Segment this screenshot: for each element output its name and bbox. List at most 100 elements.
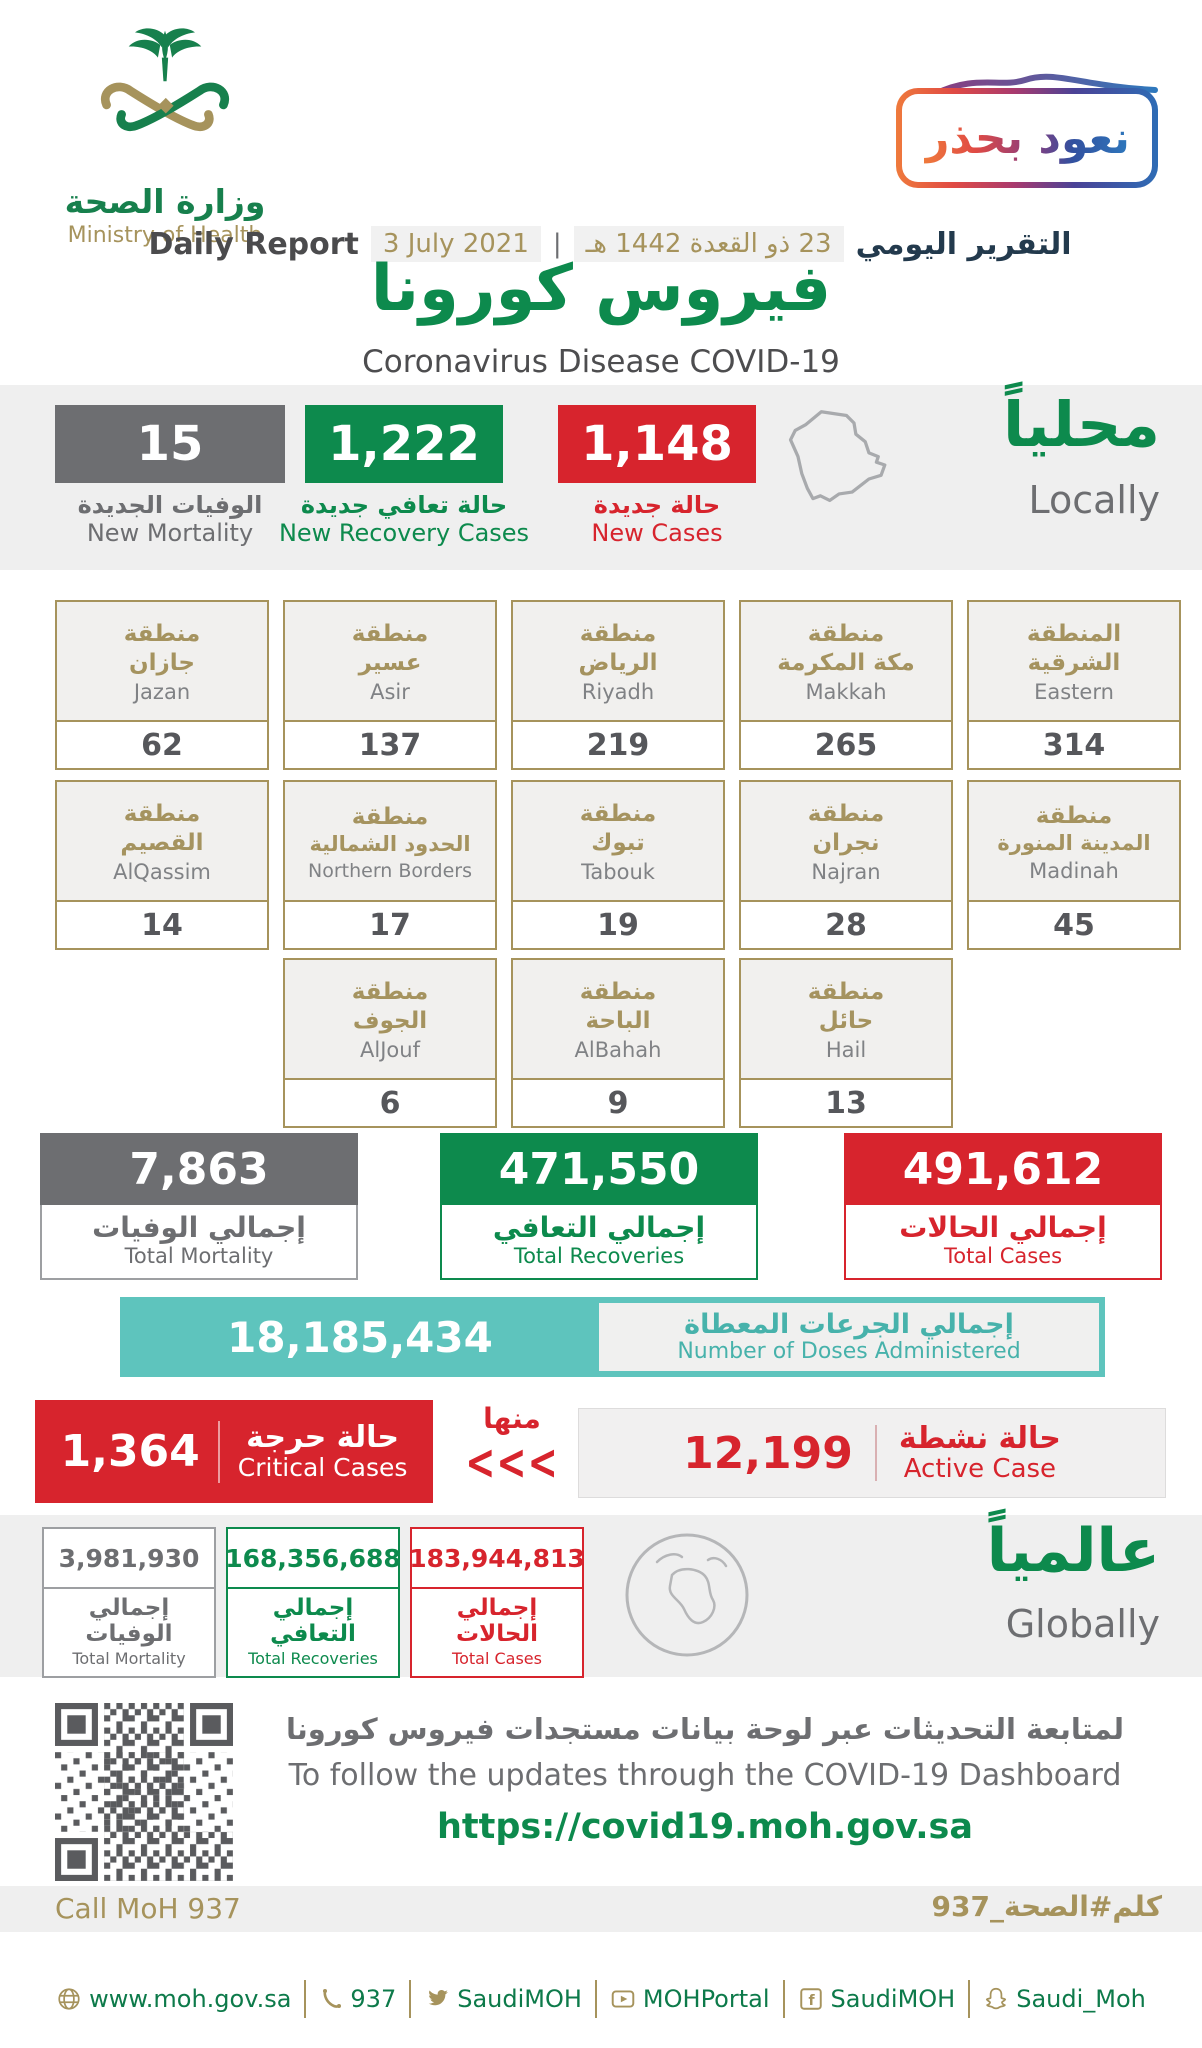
new-mortality-label-en: New Mortality <box>86 518 254 547</box>
region-value: 19 <box>597 907 639 943</box>
region-value: 9 <box>607 1085 629 1121</box>
global-mortality-label-en: Total Mortality <box>72 1649 186 1668</box>
call-moh-label: Call MoH 937 <box>55 1892 241 1925</box>
facebook-link-label: SaudiMOH <box>830 1985 956 2013</box>
active-cases-box: 12,199 حالة نشطة Active Case <box>578 1408 1166 1498</box>
global-recoveries-label-en: Total Recoveries <box>248 1649 378 1668</box>
facebook-link[interactable]: f SaudiMOH <box>798 1985 956 2013</box>
active-cases-label-ar: حالة نشطة <box>898 1421 1061 1457</box>
new-recovery-label-ar: حالة تعافي جديدة <box>300 491 508 519</box>
doses-labels: إجمالي الجرعات المعطاة Number of Doses A… <box>599 1303 1099 1371</box>
region-ar-line1: منطقة <box>807 979 885 1006</box>
new-recovery-label-en: New Recovery Cases <box>278 518 530 547</box>
total-mortality-label-ar: إجمالي الوفيات <box>92 1211 306 1244</box>
total-recoveries-box: 471,550 إجمالي التعافي Total Recoveries <box>440 1133 758 1280</box>
daily-report-label-en: Daily Report <box>148 226 359 262</box>
region-card-asir: منطقة عسير Asir 137 <box>283 600 497 770</box>
region-value: 314 <box>1042 727 1106 763</box>
region-value: 62 <box>141 727 183 763</box>
snapchat-icon <box>986 1987 1007 2010</box>
global-recoveries-box: 168,356,688 إجمالي التعافي Total Recover… <box>225 1527 401 1678</box>
separator <box>409 1980 412 2018</box>
active-cases-value: 12,199 <box>683 1427 853 1479</box>
global-cases-value: 183,944,813 <box>409 1529 585 1589</box>
region-en: Eastern <box>1034 679 1114 704</box>
region-card-najran: منطقة نجران Najran 28 <box>739 780 953 950</box>
separator <box>782 1980 785 2018</box>
new-recovery-labels: حالة تعافي جديدة New Recovery Cases <box>272 491 536 547</box>
twitter-link[interactable]: SaudiMOH <box>424 1985 582 2013</box>
divider <box>874 1425 877 1481</box>
youtube-link-label: MOHPortal <box>642 1985 770 2013</box>
total-recoveries-label-ar: إجمالي التعافي <box>492 1211 706 1244</box>
phone-link[interactable]: 937 <box>319 1985 396 2013</box>
facebook-icon: f <box>799 1988 822 2010</box>
total-cases-box: 491,612 إجمالي الحالات Total Cases <box>844 1133 1162 1280</box>
badge-text: نعود بحذر <box>924 112 1130 164</box>
ministry-name-english: Ministry of Health <box>67 223 263 248</box>
dashboard-text-ar: لمتابعة التحديثات عبر لوحة بيانات مستجدا… <box>286 1712 1124 1746</box>
region-ar-line1: المنطقة <box>1026 621 1122 648</box>
youtube-icon <box>611 1990 635 2008</box>
region-en: AlJouf <box>360 1037 420 1062</box>
region-ar-line2: القصيم <box>120 830 204 856</box>
globally-title-en: Globally <box>1005 1602 1160 1646</box>
region-ar-line2: جازان <box>129 650 195 676</box>
total-recoveries-value: 471,550 <box>440 1133 758 1205</box>
phone-link-label: 937 <box>350 1985 397 2013</box>
region-value: 6 <box>379 1085 401 1121</box>
region-ar-line1: منطقة <box>807 801 885 828</box>
region-value: 28 <box>825 907 867 943</box>
moh-logo: وزارة الصحة Ministry of Health <box>40 26 290 248</box>
region-ar-line2: تبوك <box>591 830 645 856</box>
region-row-2: منطقة القصيم AlQassim 14 منطقة الحدود الشما… <box>55 780 1181 950</box>
region-ar-line1: منطقة <box>351 979 429 1006</box>
region-en: Riyadh <box>581 679 655 704</box>
region-value: 265 <box>814 727 878 763</box>
website-link-label: www.moh.gov.sa <box>89 1985 292 2013</box>
total-cases-value: 491,612 <box>844 1133 1162 1205</box>
phone-icon <box>323 1989 342 2008</box>
critical-cases-box: 1,364 حالة حرجة Critical Cases <box>35 1400 433 1503</box>
region-ar-line1: منطقة <box>807 621 885 648</box>
total-mortality-label-en: Total Mortality <box>124 1244 274 1268</box>
doses-value: 18,185,434 <box>227 1312 493 1362</box>
new-recovery-value: 1,222 <box>305 405 503 483</box>
region-card-alqassim: منطقة القصيم AlQassim 14 <box>55 780 269 950</box>
region-en: Makkah <box>805 679 887 704</box>
region-ar-line2: الحدود الشمالية <box>309 832 471 857</box>
dashboard-info: لمتابعة التحديثات عبر لوحة بيانات مستجدا… <box>250 1712 1160 1847</box>
total-recoveries-label-en: Total Recoveries <box>513 1244 685 1268</box>
region-en: Madinah <box>1029 858 1119 883</box>
new-mortality-labels: الوفيات الجديدة New Mortality <box>40 491 300 547</box>
report-dateline: Daily Report 3 July 2021 | 23 ذو القعدة … <box>149 226 1072 262</box>
region-card-makkah: منطقة مكة المكرمة Makkah 265 <box>739 600 953 770</box>
region-row-3: منطقة الجوف AlJouf 6 منطقة الباحة AlBahah 9 … <box>283 958 953 1128</box>
doses-label-en: Number of Doses Administered <box>677 1338 1021 1364</box>
twitter-icon <box>428 1990 449 2006</box>
badge-swoosh-icon <box>932 73 1158 97</box>
website-link[interactable]: www.moh.gov.sa <box>56 1985 291 2013</box>
region-ar-line1: منطقة <box>123 801 201 828</box>
new-cases-labels: حالة جديدة New Cases <box>527 491 787 547</box>
region-en: Northern Borders <box>308 859 472 882</box>
dashboard-text-en: To follow the updates through the COVID-… <box>288 1758 1122 1793</box>
region-ar-line1: منطقة <box>579 979 657 1006</box>
snapchat-link[interactable]: Saudi_Moh <box>983 1985 1146 2013</box>
critical-cases-label-ar: حالة حرجة <box>246 1420 400 1456</box>
new-cases-label-ar: حالة جديدة <box>593 491 721 519</box>
new-mortality-label-ar: الوفيات الجديدة <box>77 491 263 519</box>
globe-icon <box>625 1533 749 1657</box>
dashboard-url-link[interactable]: https://covid19.moh.gov.sa <box>436 1807 974 1847</box>
total-cases-label-ar: إجمالي الحالات <box>899 1211 1107 1244</box>
qr-code <box>55 1703 233 1881</box>
region-en: Hail <box>825 1037 867 1062</box>
global-cases-label-ar: إجمالي الحالات <box>456 1595 538 1647</box>
footer-band <box>0 1886 1202 1932</box>
region-ar-line1: منطقة <box>1035 802 1113 829</box>
region-en: Tabouk <box>581 859 655 884</box>
separator <box>594 1980 597 2018</box>
youtube-link[interactable]: MOHPortal <box>610 1985 770 2013</box>
region-ar-line1: منطقة <box>579 621 657 648</box>
region-card-aljouf: منطقة الجوف AlJouf 6 <box>283 958 497 1128</box>
